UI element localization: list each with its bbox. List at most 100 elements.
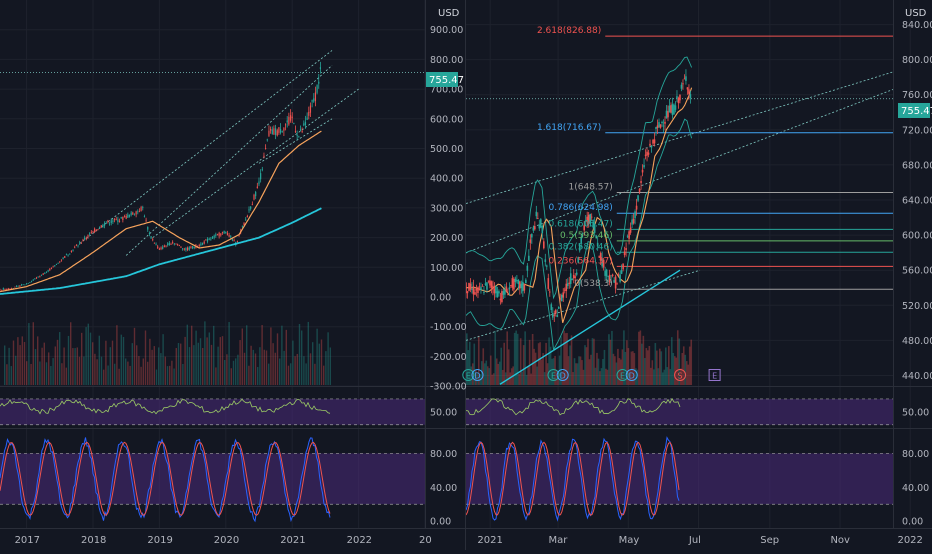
right-candle-body	[596, 242, 599, 247]
right-volume-bar	[630, 351, 633, 385]
right-candle-body	[481, 285, 484, 287]
right-candle-body	[535, 211, 538, 217]
stochastic-pane[interactable]	[0, 436, 893, 523]
left-x-tick-label: 2021	[280, 535, 305, 546]
left-y-tick-label: 800.00	[430, 55, 463, 66]
right-volume-bar	[653, 369, 655, 385]
left-volume-bar	[298, 323, 301, 385]
right-volume-bar	[578, 356, 580, 385]
event-marker-label: D	[560, 372, 566, 381]
rsi-pane[interactable]	[0, 397, 893, 426]
left-candle-body	[62, 257, 64, 259]
right-volume-bar	[642, 335, 645, 385]
left-candle-body	[221, 232, 224, 233]
fibonacci-labels[interactable]: 2.618(826.88) 1.618(716.67) 1(648.57) 0.786…	[537, 26, 613, 289]
left-candle-body	[50, 267, 53, 269]
event-marker-s[interactable]	[674, 369, 687, 381]
left-volume-bar	[151, 349, 153, 385]
right-volume-bar	[617, 348, 619, 385]
right-candle-body	[495, 286, 497, 294]
event-marker-d[interactable]	[556, 369, 569, 381]
left-volume-bar	[184, 336, 186, 385]
left-candle-body	[248, 209, 250, 211]
left-candle-body	[260, 173, 262, 180]
left-volume-bar	[188, 347, 191, 385]
event-marker-e[interactable]	[462, 369, 475, 381]
right-volume-bar	[545, 342, 547, 385]
right-candle-body	[492, 285, 494, 289]
right-candle-body	[664, 121, 666, 124]
left-x-tick-label: 20	[419, 535, 432, 546]
left-candle-body	[279, 128, 282, 133]
right-candle-body	[547, 278, 550, 289]
event-marker-e[interactable]	[547, 369, 560, 381]
event-marker-d[interactable]	[625, 369, 638, 381]
left-price-pane[interactable]	[0, 50, 425, 295]
left-volume-bar	[318, 343, 320, 385]
left-volume-bar	[290, 363, 292, 385]
left-price-axis[interactable]: 900.00 800.00 700.00 600.00 500.00 400.00 300.…	[430, 25, 467, 528]
right-y-tick-label: 640.00	[902, 196, 932, 207]
left-volume-bar	[160, 353, 162, 385]
right-volume-bar	[626, 340, 628, 385]
right-volume-bar	[563, 330, 565, 385]
left-volume-bar	[182, 363, 184, 385]
left-candle-body	[7, 288, 9, 290]
right-candle-body	[680, 84, 683, 89]
left-volume-bar	[173, 368, 175, 385]
left-candle-body	[97, 229, 99, 231]
left-y-tick-label: 500.00	[430, 144, 463, 155]
right-volume-bar	[516, 333, 519, 385]
left-volume-bar	[131, 343, 133, 385]
left-candle-body	[220, 233, 222, 236]
time-axis[interactable]: 2017 2018 2019 2020 2021 2022 20 2021 Mar May Jul S…	[15, 535, 923, 546]
left-candle-body	[203, 241, 205, 244]
right-candle-body	[522, 281, 524, 292]
right-volume-bar	[639, 330, 642, 385]
left-candle-body	[27, 282, 29, 284]
left-rsi-line	[0, 398, 331, 415]
left-candle-body	[276, 130, 278, 136]
fib-level-label: 1(648.57)	[569, 182, 613, 192]
right-currency-label[interactable]: USD	[905, 8, 927, 19]
right-candle-body	[686, 87, 689, 90]
left-candle-body	[256, 186, 258, 189]
left-volume-bar	[177, 343, 180, 385]
event-marker-d[interactable]	[471, 369, 484, 381]
right-volume-bar	[537, 343, 540, 385]
right-price-pane[interactable]	[465, 35, 894, 385]
left-candle-body	[183, 248, 185, 250]
left-volume-bar	[158, 347, 160, 385]
right-volume-bar	[554, 355, 556, 385]
right-candle-body	[496, 291, 499, 298]
event-marker-e[interactable]	[616, 369, 629, 381]
left-candle-body	[158, 248, 160, 250]
left-volume-bar	[98, 335, 100, 385]
left-x-tick-label: 2020	[214, 535, 239, 546]
right-price-axis[interactable]: 840.00 800.00 760.00 720.00 680.00 640.00 600.…	[902, 20, 932, 528]
left-volume-bar	[63, 347, 65, 385]
right-y-tick-label: 720.00	[902, 125, 932, 136]
right-candle-body	[493, 288, 496, 294]
left-volume-bar	[314, 363, 316, 385]
right-candle-body	[504, 289, 506, 295]
left-candle-body	[59, 261, 61, 263]
left-y-tick-label: 900.00	[430, 25, 463, 36]
left-volume-bar	[50, 366, 52, 385]
left-candle-body	[251, 204, 253, 206]
left-candle-body	[4, 288, 6, 290]
event-marker-e[interactable]	[708, 369, 721, 381]
left-candle-body	[218, 232, 220, 237]
right-candle-body	[475, 288, 478, 291]
right-candle-body	[671, 104, 674, 116]
left-volume-bar	[206, 337, 208, 385]
left-candle-body	[103, 223, 106, 226]
right-volume-bar	[566, 332, 568, 385]
left-currency-label[interactable]: USD	[438, 8, 460, 19]
right-candle-body	[511, 278, 514, 288]
left-volume-bar	[45, 362, 48, 385]
left-volume-bar	[272, 343, 274, 385]
right-stoch-k-line	[465, 436, 680, 522]
